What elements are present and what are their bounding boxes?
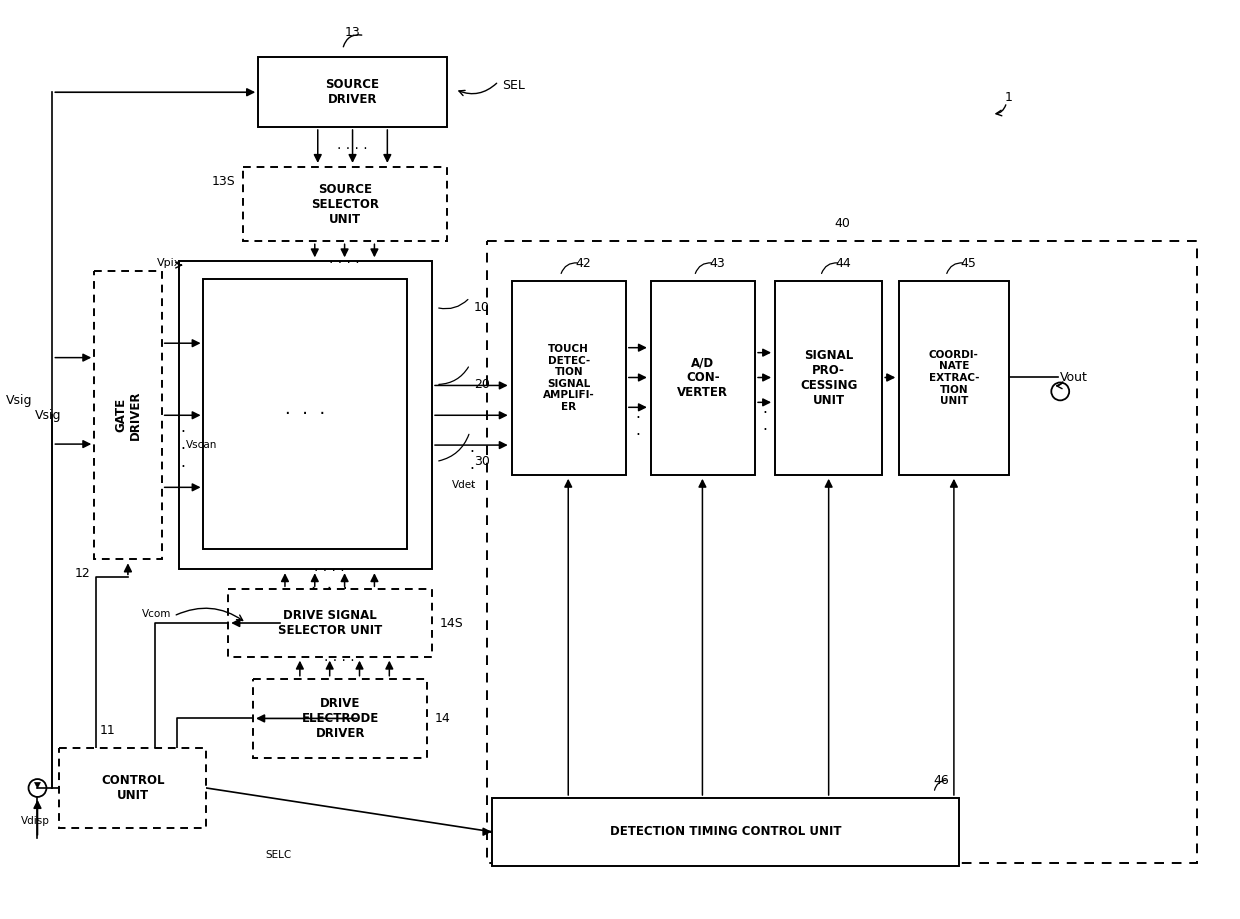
Text: 40: 40 (835, 217, 849, 230)
Text: Vscan: Vscan (186, 439, 217, 449)
Bar (258, 58, 446, 127)
Bar (487, 242, 1198, 863)
Bar (492, 798, 959, 866)
Text: ·  ·  ·: · · · (311, 580, 348, 598)
Bar (94, 271, 161, 560)
Text: GATE
DRIVER: GATE DRIVER (114, 391, 141, 440)
Bar (179, 261, 432, 570)
Text: Vsig: Vsig (6, 394, 32, 407)
Text: 10: 10 (474, 301, 490, 314)
Text: ·
·: · · (763, 406, 768, 438)
Text: Vsig: Vsig (35, 409, 61, 422)
Bar (60, 748, 206, 828)
Text: ·
·
·: · · · (180, 425, 185, 475)
Text: DRIVE
ELECTRODE
DRIVER: DRIVE ELECTRODE DRIVER (301, 697, 378, 740)
Text: 13S: 13S (212, 175, 236, 187)
Text: Vdet: Vdet (451, 480, 476, 490)
Text: Vout: Vout (1060, 371, 1089, 384)
Text: ·  ·  ·: · · · (285, 405, 325, 424)
Bar (512, 281, 626, 475)
Text: · · · ·: · · · · (337, 142, 368, 156)
Text: Vcom: Vcom (143, 609, 171, 619)
Text: · · · ·: · · · · (325, 653, 355, 668)
Text: · · · ·: · · · · (315, 564, 345, 578)
Bar (203, 279, 407, 550)
Text: 14: 14 (435, 712, 451, 725)
Text: A/D
CON-
VERTER: A/D CON- VERTER (677, 357, 728, 400)
Text: 14S: 14S (440, 617, 464, 630)
Text: COORDI-
NATE
EXTRAC-
TION
UNIT: COORDI- NATE EXTRAC- TION UNIT (929, 350, 980, 406)
Text: Vpix: Vpix (157, 258, 181, 268)
Text: SELC: SELC (265, 850, 291, 859)
Text: 12: 12 (74, 567, 91, 580)
Bar (899, 281, 1008, 475)
Text: 43: 43 (709, 256, 725, 269)
Text: Vdisp: Vdisp (21, 816, 50, 826)
Text: 45: 45 (961, 256, 977, 269)
Text: 42: 42 (575, 256, 591, 269)
Text: 20: 20 (474, 378, 490, 391)
Bar (243, 166, 446, 242)
Text: SIGNAL
PRO-
CESSING
UNIT: SIGNAL PRO- CESSING UNIT (800, 349, 857, 407)
Text: SEL: SEL (502, 79, 525, 92)
Text: 30: 30 (474, 455, 490, 468)
Text: CONTROL
UNIT: CONTROL UNIT (102, 774, 165, 802)
Text: DRIVE SIGNAL
SELECTOR UNIT: DRIVE SIGNAL SELECTOR UNIT (278, 609, 382, 637)
Text: 46: 46 (934, 774, 949, 787)
Text: 13: 13 (345, 26, 361, 40)
Bar (775, 281, 883, 475)
Text: 11: 11 (100, 724, 115, 737)
Text: ·
·: · · (635, 411, 640, 443)
Text: · · · ·: · · · · (330, 256, 360, 270)
Text: DETECTION TIMING CONTROL UNIT: DETECTION TIMING CONTROL UNIT (610, 825, 841, 838)
Text: SOURCE
DRIVER: SOURCE DRIVER (326, 78, 379, 107)
Bar (228, 589, 432, 657)
Text: 44: 44 (836, 256, 852, 269)
Text: 1: 1 (1004, 91, 1013, 104)
Text: ·
·
·: · · · (470, 445, 474, 494)
Bar (651, 281, 755, 475)
Text: SOURCE
SELECTOR
UNIT: SOURCE SELECTOR UNIT (311, 183, 379, 225)
Bar (253, 678, 427, 758)
Text: TOUCH
DETEC-
TION
SIGNAL
AMPLIFI-
ER: TOUCH DETEC- TION SIGNAL AMPLIFI- ER (543, 344, 595, 412)
